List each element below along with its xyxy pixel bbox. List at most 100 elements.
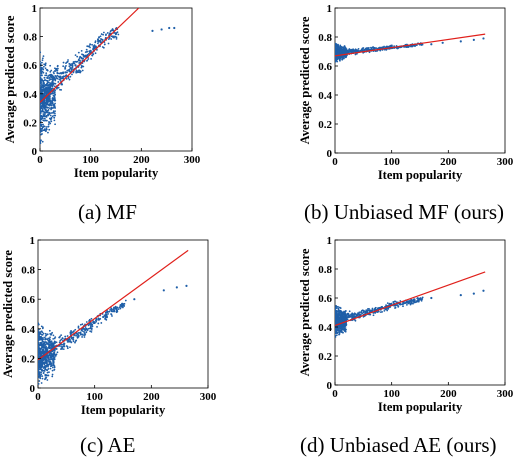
x-tick-label: 300 bbox=[497, 156, 514, 168]
data-point bbox=[44, 67, 47, 70]
data-point bbox=[40, 122, 41, 125]
data-point bbox=[342, 331, 344, 334]
data-point bbox=[85, 321, 88, 323]
data-point bbox=[81, 323, 84, 326]
data-point bbox=[354, 53, 357, 56]
data-point bbox=[337, 56, 340, 59]
data-point bbox=[96, 325, 98, 328]
data-point bbox=[88, 318, 91, 321]
data-point bbox=[40, 373, 43, 376]
data-point bbox=[350, 313, 353, 316]
data-point bbox=[45, 362, 48, 365]
data-point bbox=[80, 64, 83, 67]
x-tick-label: 100 bbox=[383, 156, 400, 168]
data-point bbox=[116, 310, 118, 312]
data-point bbox=[430, 43, 433, 46]
y-tick-label: 0.6 bbox=[23, 60, 37, 72]
data-point bbox=[44, 119, 47, 122]
data-point bbox=[51, 96, 54, 99]
data-point bbox=[342, 51, 345, 55]
data-point bbox=[84, 55, 87, 58]
data-point bbox=[41, 108, 44, 110]
data-point bbox=[53, 70, 56, 72]
data-point bbox=[60, 338, 63, 341]
data-point bbox=[96, 42, 99, 45]
data-point bbox=[459, 40, 462, 43]
data-point bbox=[50, 340, 53, 343]
data-point bbox=[41, 361, 44, 364]
data-point bbox=[47, 75, 50, 77]
data-point bbox=[41, 101, 44, 104]
data-point bbox=[97, 322, 100, 325]
data-point bbox=[335, 50, 336, 53]
data-point bbox=[410, 298, 413, 301]
data-point bbox=[40, 86, 43, 89]
data-point bbox=[50, 104, 53, 107]
data-point bbox=[385, 304, 387, 307]
data-point bbox=[338, 57, 341, 60]
data-point bbox=[44, 335, 47, 337]
x-tick-label: 200 bbox=[133, 154, 150, 166]
data-point bbox=[75, 61, 78, 63]
data-point bbox=[342, 46, 345, 49]
y-tick-label: 0.8 bbox=[21, 265, 35, 277]
data-point bbox=[41, 90, 44, 93]
data-point bbox=[85, 327, 88, 330]
scatter-plot: 0 100 200 300 0 0.2 0.4 0.6 0.8 1 Item popularity A… bbox=[1, 235, 217, 417]
data-point bbox=[51, 331, 54, 334]
data-point bbox=[111, 28, 114, 31]
data-point bbox=[393, 45, 396, 48]
data-point bbox=[84, 333, 87, 335]
data-point bbox=[44, 344, 47, 346]
data-point bbox=[46, 359, 49, 362]
data-point bbox=[62, 61, 65, 64]
data-point bbox=[394, 307, 396, 309]
data-point bbox=[335, 305, 338, 308]
data-point bbox=[52, 71, 55, 74]
data-point bbox=[53, 97, 56, 99]
y-axis-title: Average predicted score bbox=[298, 248, 312, 376]
data-point bbox=[40, 330, 43, 333]
data-point bbox=[175, 286, 178, 289]
data-point bbox=[373, 311, 376, 314]
data-point bbox=[55, 348, 58, 350]
data-point bbox=[102, 33, 105, 36]
data-point bbox=[107, 42, 110, 45]
data-point bbox=[48, 128, 51, 131]
data-point bbox=[55, 353, 58, 356]
data-point bbox=[42, 71, 45, 74]
data-point bbox=[341, 317, 344, 320]
data-point bbox=[50, 74, 52, 77]
x-tick-label: 200 bbox=[143, 391, 160, 403]
data-point bbox=[59, 75, 62, 78]
data-point bbox=[45, 369, 48, 371]
data-point bbox=[50, 108, 52, 111]
data-point bbox=[69, 66, 72, 70]
data-point bbox=[356, 314, 359, 317]
data-point bbox=[341, 313, 343, 316]
data-point bbox=[114, 35, 117, 38]
data-point bbox=[61, 76, 64, 78]
data-point bbox=[344, 55, 347, 58]
data-point bbox=[44, 83, 47, 86]
data-point bbox=[43, 119, 46, 122]
data-point bbox=[337, 46, 339, 48]
data-point bbox=[472, 292, 475, 295]
data-point bbox=[40, 352, 43, 355]
data-point bbox=[358, 311, 361, 314]
data-point bbox=[43, 346, 46, 349]
data-point bbox=[81, 69, 84, 72]
data-point bbox=[124, 299, 127, 302]
data-point bbox=[413, 299, 416, 302]
data-point bbox=[47, 90, 49, 93]
data-point bbox=[40, 110, 43, 113]
data-point bbox=[342, 318, 345, 321]
data-point bbox=[67, 77, 70, 79]
data-point bbox=[344, 330, 347, 333]
data-point bbox=[49, 100, 52, 103]
data-point bbox=[61, 337, 64, 339]
data-point bbox=[353, 312, 356, 315]
data-point bbox=[48, 353, 51, 356]
data-point bbox=[421, 296, 424, 299]
data-point bbox=[48, 103, 50, 106]
